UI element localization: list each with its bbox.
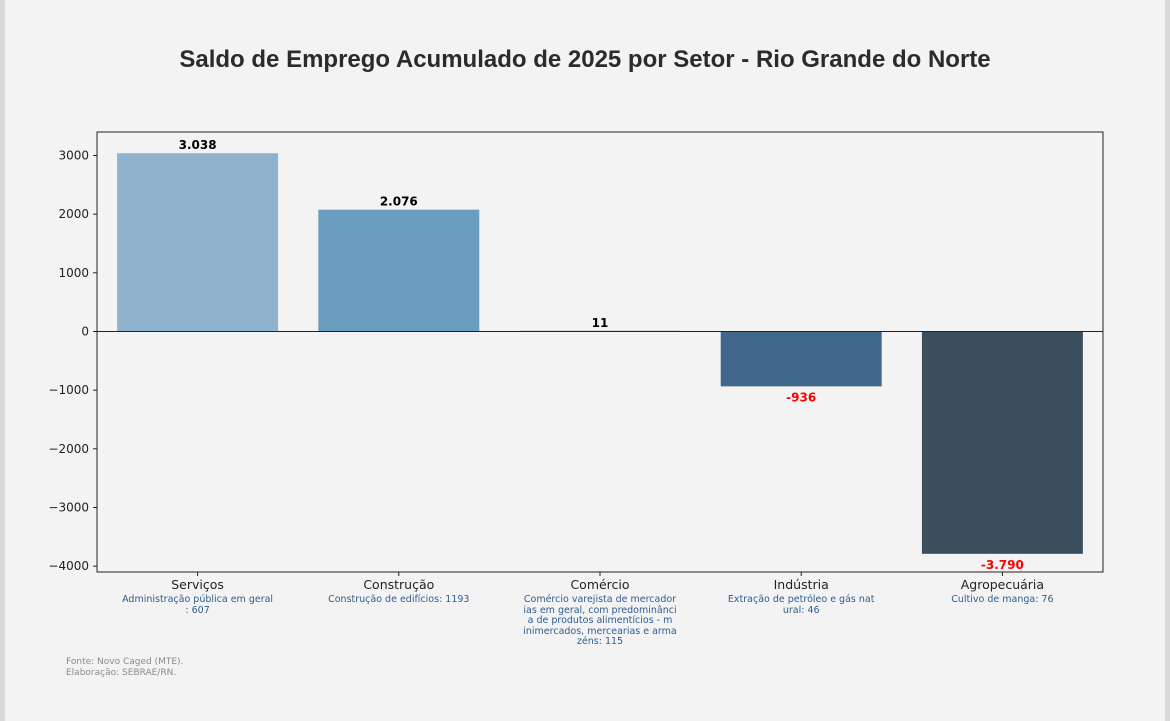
source-note: Fonte: Novo Caged (MTE). Elaboração: SEB…	[66, 657, 183, 679]
bar-value-label: -936	[786, 390, 816, 404]
category-note: Cultivo de manga: 76	[916, 594, 1088, 606]
bar-value-label: 2.076	[380, 195, 418, 209]
category-note-line: ural: 46	[782, 604, 820, 616]
category-note-line: Construção de edifícios: 1193	[328, 594, 470, 605]
bar-value-label: -3.790	[981, 558, 1024, 572]
x-tick-label: Indústria	[774, 577, 829, 592]
category-note-line: Cultivo de manga: 76	[951, 594, 1054, 605]
y-tick-label: −2000	[48, 442, 89, 456]
category-note: Comércio varejista de mercador ias em ger…	[514, 594, 686, 648]
category-note-line: a de produtos alimentícios - m	[527, 615, 673, 626]
x-tick-label: Comércio	[570, 577, 629, 592]
y-tick-label: −3000	[48, 500, 89, 514]
y-tick-label: 3000	[58, 148, 89, 162]
bar-3	[720, 331, 882, 387]
category-note-line: Comércio varejista de mercador	[523, 594, 677, 605]
category-note: Extração de petróleo e gás nat ural: 46	[715, 594, 887, 616]
category-note-line: : 607	[185, 604, 210, 616]
category-note: Administração pública em geral: 607	[112, 594, 284, 616]
x-tick-label: Serviços	[171, 577, 224, 592]
bar-1	[318, 209, 480, 332]
bar-value-label: 3.038	[179, 138, 217, 152]
source-line-1: Fonte: Novo Caged (MTE).	[66, 657, 184, 667]
y-tick-label: −1000	[48, 383, 89, 397]
source-line-2: Elaboração: SEBRAE/RN.	[66, 668, 177, 678]
category-note-line: ias em geral, com predominânci	[523, 604, 677, 616]
bar-4	[921, 331, 1083, 554]
y-tick-label: 1000	[58, 266, 89, 280]
chart-title: Saldo de Emprego Acumulado de 2025 por S…	[179, 46, 991, 73]
category-note-line: Administração pública em geral	[122, 594, 274, 605]
bar-value-label: 11	[592, 316, 609, 330]
category-note: Construção de edifícios: 1193	[313, 594, 485, 606]
y-tick-label: 2000	[58, 207, 89, 221]
x-tick-label: Construção	[363, 577, 434, 592]
category-note-line: zéns: 115	[576, 636, 624, 647]
y-tick-label: 0	[81, 324, 89, 338]
bar-0	[117, 153, 279, 332]
y-tick-label: −4000	[48, 559, 89, 573]
category-note-line: inimercados, mercearias e arma	[523, 625, 677, 637]
x-tick-label: Agropecuária	[961, 577, 1044, 592]
category-note-line: Extração de petróleo e gás nat	[727, 594, 875, 605]
